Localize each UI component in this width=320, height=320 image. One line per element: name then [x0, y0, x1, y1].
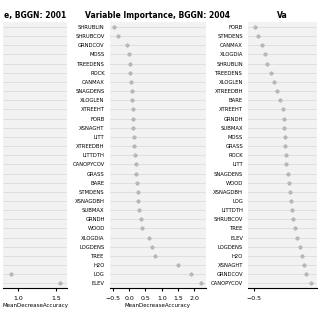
Point — [130, 107, 135, 112]
Point — [299, 253, 304, 259]
Point — [136, 208, 141, 213]
X-axis label: MeanDecreaseAccuracy: MeanDecreaseAccuracy — [2, 303, 68, 308]
Point — [132, 143, 137, 148]
Point — [127, 61, 132, 66]
Point — [140, 226, 145, 231]
Point — [146, 235, 151, 240]
Point — [280, 107, 285, 112]
Point — [252, 24, 257, 29]
Title: Variable Importance, BGGN: 2004: Variable Importance, BGGN: 2004 — [85, 11, 230, 20]
Point — [283, 143, 288, 148]
Point — [138, 217, 143, 222]
Point — [281, 116, 286, 121]
Point — [304, 272, 309, 277]
Title: e, BGGN: 2001: e, BGGN: 2001 — [4, 11, 67, 20]
Point — [291, 217, 296, 222]
Point — [198, 281, 204, 286]
Point — [176, 262, 181, 268]
X-axis label: MeanDecreaseAccuracy: MeanDecreaseAccuracy — [125, 303, 191, 308]
Point — [268, 70, 274, 75]
Point — [8, 272, 13, 277]
Point — [295, 235, 300, 240]
Point — [126, 52, 132, 57]
Point — [259, 43, 264, 48]
Point — [271, 79, 276, 84]
Point — [130, 98, 135, 103]
Point — [115, 34, 120, 39]
Point — [290, 208, 295, 213]
Point — [297, 244, 302, 249]
Point — [129, 79, 134, 84]
Point — [283, 153, 288, 158]
Point — [125, 43, 130, 48]
Point — [188, 272, 194, 277]
Point — [135, 189, 140, 194]
Point — [277, 98, 282, 103]
Point — [302, 262, 307, 268]
Title: Va: Va — [277, 11, 288, 20]
Point — [128, 70, 133, 75]
Point — [288, 198, 293, 204]
Point — [131, 116, 136, 121]
Point — [134, 171, 139, 176]
Point — [284, 162, 289, 167]
Point — [282, 134, 287, 140]
Point — [265, 61, 270, 66]
Point — [153, 253, 158, 259]
Point — [136, 198, 141, 204]
Point — [282, 125, 287, 130]
Point — [256, 34, 261, 39]
Point — [112, 24, 117, 29]
Point — [285, 171, 290, 176]
Point — [135, 180, 140, 185]
Point — [129, 89, 134, 94]
Point — [274, 89, 279, 94]
Point — [263, 52, 268, 57]
Point — [57, 281, 62, 286]
Point — [132, 134, 137, 140]
Point — [132, 153, 138, 158]
Point — [149, 244, 155, 249]
Point — [292, 226, 298, 231]
Point — [286, 180, 291, 185]
Point — [131, 125, 136, 130]
Point — [133, 162, 138, 167]
Point — [308, 281, 314, 286]
Point — [287, 189, 292, 194]
